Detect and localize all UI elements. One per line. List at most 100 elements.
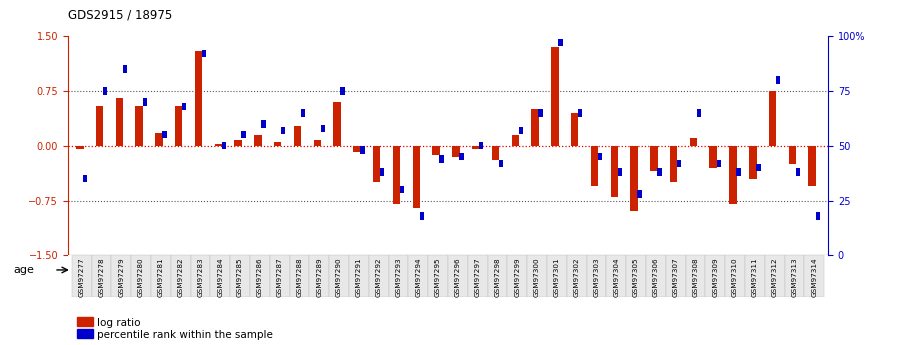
Bar [630, 146, 638, 211]
Bar [210, 255, 230, 297]
Bar [171, 255, 191, 297]
Text: GSM97313: GSM97313 [791, 257, 797, 297]
Text: GSM97286: GSM97286 [257, 257, 263, 297]
Bar [71, 255, 349, 285]
Bar [175, 106, 183, 146]
Bar [96, 106, 103, 146]
Text: GSM97289: GSM97289 [316, 257, 322, 297]
Bar [195, 51, 203, 146]
Text: GSM97294: GSM97294 [415, 257, 422, 297]
Bar [591, 146, 598, 186]
Text: GSM97284: GSM97284 [217, 257, 224, 297]
Bar [488, 255, 508, 297]
Bar [788, 146, 796, 164]
Text: GSM97291: GSM97291 [356, 257, 362, 297]
Bar [527, 255, 547, 297]
Bar [353, 146, 361, 151]
Text: log ratio: log ratio [97, 318, 140, 327]
Bar [191, 255, 210, 297]
Bar [729, 146, 737, 204]
Bar [329, 255, 349, 297]
Bar [333, 102, 341, 146]
Bar [578, 109, 583, 117]
Bar [686, 255, 705, 297]
Text: GSM97283: GSM97283 [197, 257, 204, 297]
Text: GSM97280: GSM97280 [138, 257, 144, 297]
Bar [567, 255, 586, 297]
Bar [666, 255, 686, 297]
Text: GSM97296: GSM97296 [455, 257, 461, 297]
Bar [745, 255, 765, 297]
Bar [511, 135, 519, 146]
Text: GSM97307: GSM97307 [672, 257, 679, 297]
Bar [420, 212, 424, 219]
Bar [230, 255, 250, 297]
Text: GSM97302: GSM97302 [574, 257, 580, 297]
Bar [320, 125, 325, 132]
Bar [531, 109, 538, 146]
Bar [400, 186, 405, 193]
Bar [815, 212, 820, 219]
Bar [136, 106, 143, 146]
Text: GSM97308: GSM97308 [692, 257, 699, 297]
Text: GSM97281: GSM97281 [157, 257, 164, 297]
Bar [131, 255, 151, 297]
Text: GSM97300: GSM97300 [534, 257, 540, 297]
Bar [290, 255, 310, 297]
Bar [182, 103, 186, 110]
Bar [637, 190, 642, 198]
Bar [491, 146, 500, 160]
Text: GSM97277: GSM97277 [79, 257, 85, 297]
Bar [690, 138, 697, 146]
Bar [646, 255, 666, 297]
Bar [393, 146, 400, 204]
Bar [547, 255, 567, 297]
Text: GSM97297: GSM97297 [474, 257, 481, 297]
Text: GSM97293: GSM97293 [395, 257, 402, 297]
Text: GSM97292: GSM97292 [376, 257, 382, 297]
Bar [76, 146, 83, 149]
Bar [795, 168, 800, 176]
Bar [349, 255, 369, 297]
Bar [340, 87, 345, 95]
Bar [808, 146, 816, 186]
Text: GSM97290: GSM97290 [336, 257, 342, 297]
Bar [71, 255, 91, 297]
Bar [294, 126, 301, 146]
Bar [805, 255, 824, 297]
Bar [519, 127, 523, 134]
Text: GSM97298: GSM97298 [494, 257, 500, 297]
Text: 58 wk: 58 wk [432, 265, 464, 275]
Bar [677, 160, 681, 167]
Text: GSM97278: GSM97278 [99, 257, 105, 297]
Bar [710, 146, 717, 168]
Bar [433, 146, 440, 155]
Bar [705, 255, 725, 297]
Text: percentile rank within the sample: percentile rank within the sample [97, 330, 272, 339]
Bar [558, 39, 563, 47]
Text: GSM97304: GSM97304 [614, 257, 619, 297]
Bar [388, 255, 408, 297]
Bar [697, 109, 701, 117]
Bar [650, 146, 658, 171]
Bar [459, 153, 463, 160]
Text: GSM97311: GSM97311 [752, 257, 757, 297]
Bar [611, 146, 618, 197]
Bar [717, 160, 721, 167]
Bar [83, 175, 88, 182]
Text: GSM97279: GSM97279 [119, 257, 124, 297]
Bar [508, 255, 527, 297]
Bar [440, 155, 443, 162]
Text: GSM97282: GSM97282 [177, 257, 184, 297]
Bar [369, 255, 388, 297]
Bar [472, 146, 480, 149]
Bar [151, 255, 171, 297]
Bar [360, 147, 365, 154]
Bar [571, 113, 578, 146]
Bar [448, 255, 468, 297]
Bar [468, 255, 488, 297]
Text: GSM97301: GSM97301 [554, 257, 560, 297]
Text: GSM97310: GSM97310 [732, 257, 738, 297]
Bar [162, 131, 167, 138]
Bar [428, 255, 448, 297]
